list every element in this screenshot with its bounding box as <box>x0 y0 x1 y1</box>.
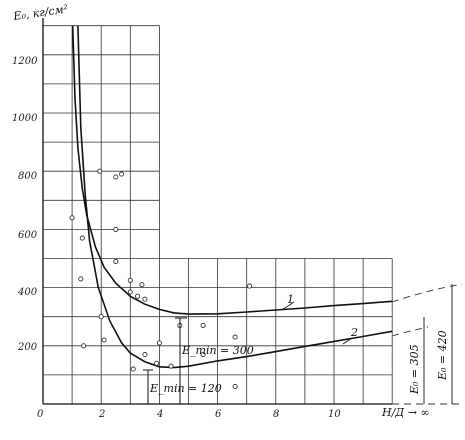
data-point <box>232 383 238 390</box>
x-tick-label: 8 <box>273 409 279 420</box>
series-label-1-leader <box>281 301 295 311</box>
x-tick-label: 2 <box>98 409 105 420</box>
x-tick-labels: 0 2 4 6 8 10 <box>37 409 341 420</box>
data-point <box>200 351 206 358</box>
asymptote-annotations: E₀ = 305 E₀ = 420 <box>391 283 463 404</box>
axes <box>42 18 460 405</box>
data-point <box>127 289 133 295</box>
x-axis-label: Н/Д → ∞ <box>381 406 430 419</box>
data-point <box>142 351 148 358</box>
min-120-label: E_min = 120 <box>149 382 222 395</box>
scatter-points <box>69 168 253 390</box>
data-point <box>97 168 103 174</box>
y-tick-label: 800 <box>18 171 38 182</box>
data-point <box>79 235 85 241</box>
data-point <box>232 334 238 340</box>
data-point <box>156 340 162 346</box>
data-point <box>69 215 75 221</box>
y-tick-label: 400 <box>17 287 38 298</box>
data-point <box>200 322 206 328</box>
data-point <box>247 283 253 289</box>
x-tick-label: 10 <box>328 409 341 420</box>
chart-grid <box>42 25 393 404</box>
curve-series-2 <box>77 25 393 369</box>
data-point <box>119 171 125 177</box>
y-axis-label: E₀, кг/см² <box>12 2 69 23</box>
data-point <box>168 363 174 369</box>
curve-series-1 <box>71 25 393 315</box>
data-point <box>113 174 119 180</box>
asymptote-curve-2 <box>391 326 429 337</box>
x-tick-label: 0 <box>37 409 44 420</box>
e0-420-label: E₀ = 420 <box>436 330 449 381</box>
y-tick-labels: 200 400 600 800 1000 1200 <box>12 56 38 353</box>
data-point <box>139 282 145 288</box>
data-point <box>113 226 119 232</box>
minimum-markers: E_min = 300 E_min = 120 <box>143 317 254 404</box>
data-point <box>142 296 148 302</box>
data-point <box>135 293 141 299</box>
y-tick-label: 1000 <box>12 113 38 124</box>
min-300-label: E_min = 300 <box>181 344 254 357</box>
series-label-2: 2 <box>350 326 358 339</box>
data-point <box>153 360 160 366</box>
data-point <box>81 343 87 349</box>
e0-305-label: E₀ = 305 <box>408 344 421 395</box>
y-tick-label: 200 <box>17 342 38 353</box>
series-label-2-leader <box>342 337 353 345</box>
asymptote-curve-1 <box>391 283 463 303</box>
y-tick-label: 600 <box>18 230 38 241</box>
data-point <box>130 366 136 372</box>
data-point <box>113 258 119 264</box>
data-point <box>127 277 133 283</box>
y-tick-label: 1200 <box>12 56 38 67</box>
x-tick-label: 6 <box>215 409 222 420</box>
series-label-1: 1 <box>287 293 294 306</box>
x-tick-label: 4 <box>156 409 163 420</box>
data-point <box>78 276 84 282</box>
data-point <box>101 337 107 343</box>
data-point <box>98 314 104 320</box>
